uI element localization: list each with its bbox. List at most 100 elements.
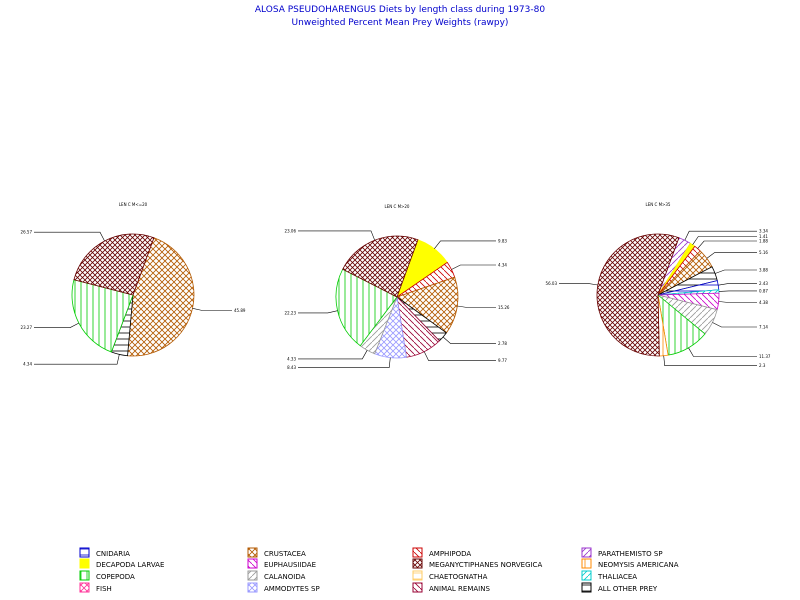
legend-label: ANIMAL REMAINS	[429, 585, 490, 593]
slice-label: 4.38	[759, 300, 768, 305]
legend-label: DECAPODA LARVAE	[96, 561, 164, 569]
legend-swatch	[581, 558, 592, 569]
legend-item-fish: FISH	[79, 582, 112, 593]
legend-swatch	[412, 570, 423, 581]
legend-label: CNIDARIA	[96, 550, 130, 558]
pie-2: LEN C M>20 9.83 4.34 15.26 2.78 9.77 8.43 4.33 2…	[285, 204, 510, 370]
legend-swatch	[581, 570, 592, 581]
legend-swatch	[247, 582, 258, 593]
legend-item-animal-remains: ANIMAL REMAINS	[412, 582, 490, 593]
legend-item-amphipoda: AMPHIPODA	[412, 547, 471, 558]
legend-swatch	[79, 547, 90, 558]
leader-line	[442, 336, 496, 344]
legend-swatch	[581, 582, 592, 593]
pie-title: LEN C M>35	[646, 202, 671, 207]
slice-label: 56.03	[546, 281, 558, 286]
legend-label: CHAETOGNATHA	[429, 573, 488, 581]
legend-item-neomysis-americana: NEOMYSIS AMERICANA	[581, 558, 679, 569]
slice-label: 23.27	[21, 325, 33, 330]
legend-label: CRUSTACEA	[264, 550, 306, 558]
legend-label: FISH	[96, 585, 112, 593]
legend-label: AMMODYTES SP	[264, 585, 320, 593]
slice-label: 3.34	[759, 229, 768, 234]
leader-line	[559, 283, 598, 286]
legend-item-euphausiidae: EUPHAUSIIDAE	[247, 558, 316, 569]
leader-line	[718, 301, 757, 303]
pie-1: LEN C M<=20 45.89 4.34 23.27 26.57	[21, 202, 246, 367]
leader-line	[423, 351, 496, 361]
slice-label: 2.43	[759, 281, 768, 286]
leader-line	[684, 230, 757, 241]
slice-label: 45.89	[234, 308, 246, 313]
legend-swatch	[412, 547, 423, 558]
slice-label: 2.78	[498, 341, 507, 346]
legend-label: CALANOIDA	[264, 573, 306, 581]
legend-swatch	[79, 558, 90, 569]
slice-label: 9.77	[498, 358, 507, 363]
leader-line	[688, 347, 757, 357]
leader-line	[692, 236, 757, 245]
pie-slice-meganyctiphanes-norvegica	[596, 233, 680, 357]
legend-item-parathemisto-sp: PARATHEMISTO SP	[581, 547, 663, 558]
legend-item-decapoda-larvae: DECAPODA LARVAE	[79, 558, 164, 569]
leader-line	[697, 240, 757, 249]
legend-label: MEGANYCTIPHANES NORVEGICA	[429, 561, 542, 569]
pie-slice-crustacea	[127, 237, 195, 357]
slice-label: 22.23	[285, 310, 297, 315]
legend-item-calanoida: CALANOIDA	[247, 570, 306, 581]
slice-label: 2.3	[759, 363, 766, 368]
pie-3: LEN C M>35 3.341.411.88 5.16 3.88 2.43 0.87 4.…	[546, 202, 771, 368]
slice-label: 23.06	[285, 228, 297, 233]
legend-label: COPEPODA	[96, 573, 135, 581]
slice-label: 4.34	[498, 263, 507, 268]
leader-line	[34, 354, 120, 365]
slice-label: 4.34	[23, 362, 32, 367]
pie-slice-copepoda	[71, 279, 134, 353]
legend-label: ALL OTHER PREY	[598, 585, 658, 593]
legend-item-crustacea: CRUSTACEA	[247, 547, 306, 558]
chart-subtitle: Unweighted Percent Mean Prey Weights (ra…	[292, 18, 509, 28]
legend-swatch	[581, 547, 592, 558]
leader-line	[192, 308, 232, 311]
slice-label: 26.57	[21, 230, 33, 235]
slice-label: 4.33	[287, 356, 296, 361]
slice-label: 9.83	[498, 238, 507, 243]
leader-line	[434, 240, 496, 249]
pie-slice-crustacea	[396, 276, 459, 334]
pie-slice-meganyctiphanes-norvegica	[342, 235, 419, 298]
legend-item-cnidaria: CNIDARIA	[79, 547, 130, 558]
legend-item-chaetognatha: CHAETOGNATHA	[412, 570, 488, 581]
slice-label: 1.41	[759, 234, 768, 239]
legend-item-thaliacea: THALIACEA	[581, 570, 637, 581]
leader-line	[706, 252, 757, 259]
pie-charts: LEN C M<=20 45.89 4.34 23.27 26.57 LEN C M>20…	[21, 202, 771, 370]
legend-item-copepoda: COPEPODA	[79, 570, 135, 581]
leader-line	[34, 231, 105, 242]
leader-line	[298, 310, 338, 314]
legend-swatch	[79, 582, 90, 593]
legend-label: AMPHIPODA	[429, 550, 471, 558]
legend-item-meganyctiphanes-norvegica: MEGANYCTIPHANES NORVEGICA	[412, 558, 542, 569]
legend-swatch	[412, 558, 423, 569]
legend-label: PARATHEMISTO SP	[598, 550, 663, 558]
legend-swatch	[79, 570, 90, 581]
leader-line	[298, 350, 368, 360]
leader-line	[663, 355, 757, 367]
legend-label: NEOMYSIS AMERICANA	[598, 561, 679, 569]
slice-label: 8.43	[287, 365, 296, 370]
leader-line	[298, 357, 391, 368]
legend-swatch	[412, 582, 423, 593]
leader-line	[718, 290, 757, 292]
legend-swatch	[247, 558, 258, 569]
legend-label: EUPHAUSIIDAE	[264, 561, 316, 569]
leader-line	[298, 230, 375, 241]
slice-label: 3.88	[759, 268, 768, 273]
leader-line	[34, 322, 79, 329]
slice-label: 5.16	[759, 250, 768, 255]
pie-title: LEN C M>20	[385, 204, 410, 209]
slice-label: 1.88	[759, 239, 768, 244]
leader-line	[718, 283, 757, 286]
legend-item-ammodytes-sp: AMMODYTES SP	[247, 582, 320, 593]
legend-swatch	[247, 570, 258, 581]
